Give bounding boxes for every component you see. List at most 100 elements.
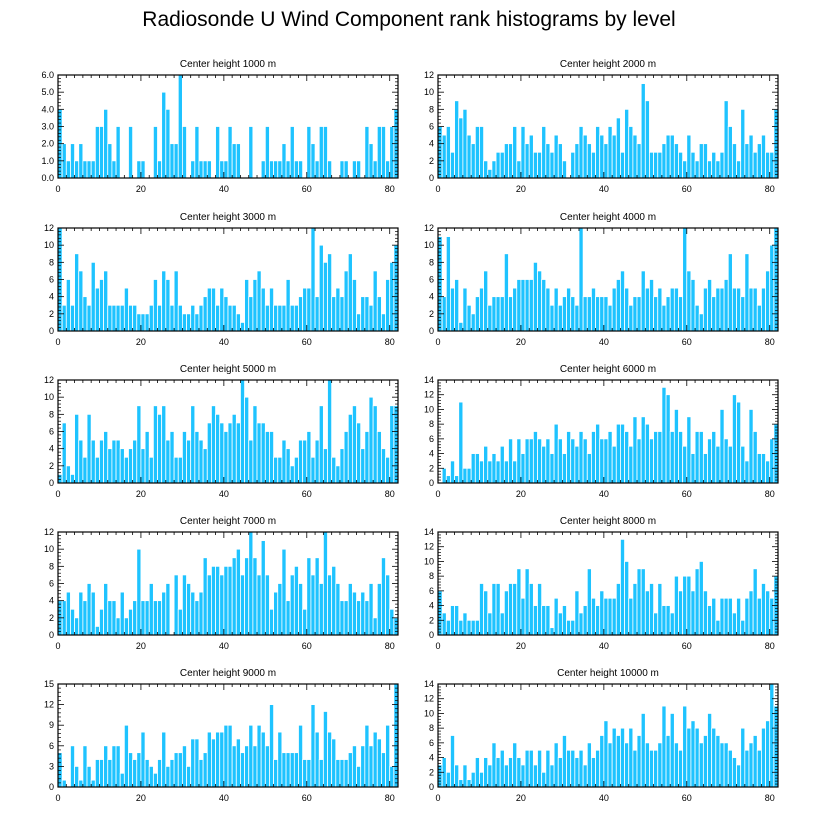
histogram-bar — [347, 752, 353, 788]
histogram-bar — [273, 304, 279, 332]
histogram-bar — [711, 727, 717, 788]
histogram-bar — [99, 439, 105, 484]
histogram-bar — [322, 448, 328, 484]
histogram-bar — [624, 431, 630, 484]
histogram-bar — [364, 600, 370, 636]
histogram-bar — [462, 764, 468, 788]
y-tick-label: 6 — [49, 275, 54, 285]
histogram-bar — [715, 160, 721, 179]
x-tick-label: 40 — [599, 641, 609, 651]
histogram-bar — [707, 160, 713, 179]
y-tick-label: 2 — [49, 461, 54, 471]
histogram-bar — [445, 619, 451, 636]
histogram-bar — [381, 313, 386, 332]
y-tick-label: 0 — [429, 326, 434, 336]
histogram-bar — [177, 608, 183, 636]
histogram-bar — [711, 431, 717, 484]
histogram-bar — [595, 296, 601, 332]
histogram-bar — [528, 583, 534, 636]
y-tick-label: 9 — [49, 720, 54, 730]
histogram-bar — [165, 108, 171, 179]
histogram-bar — [615, 423, 621, 484]
histogram-bar — [454, 100, 460, 179]
histogram-bar — [152, 405, 158, 484]
histogram-bar — [293, 304, 299, 332]
x-tick-label: 60 — [682, 641, 692, 651]
histogram-bar — [752, 568, 758, 636]
histogram-bar — [640, 270, 646, 332]
histogram-bar — [628, 126, 634, 179]
histogram-bar — [314, 731, 320, 788]
histogram-bar — [277, 160, 283, 179]
histogram-bar — [123, 456, 129, 484]
histogram-bar — [512, 742, 518, 788]
plot-frame — [437, 531, 779, 636]
histogram-bar — [470, 771, 476, 788]
histogram-bar — [376, 126, 382, 179]
histogram-bar — [636, 143, 642, 179]
histogram-bar — [107, 759, 113, 788]
histogram-bar — [499, 749, 505, 788]
histogram-bar — [368, 304, 374, 332]
histogram-bar — [445, 771, 451, 788]
panel-title: Center height 7000 m — [180, 516, 276, 527]
histogram-bar — [86, 583, 92, 636]
histogram-bar — [503, 590, 509, 636]
histogram-bar — [206, 160, 212, 179]
histogram-bar — [335, 465, 341, 484]
histogram-bar — [532, 605, 538, 636]
histogram-bar — [86, 304, 92, 332]
y-tick-label: 8 — [429, 419, 434, 429]
histogram-bar — [495, 151, 501, 179]
histogram-bar — [227, 724, 233, 788]
histogram-bar — [715, 287, 721, 332]
histogram-bar — [603, 143, 609, 179]
histogram-bar — [240, 574, 245, 636]
histogram-bar — [761, 727, 766, 788]
x-tick-label: 20 — [516, 641, 526, 651]
histogram-bar — [582, 605, 588, 636]
histogram-bar — [644, 423, 650, 484]
histogram-bar — [765, 460, 771, 484]
histogram-bar — [231, 745, 237, 788]
histogram-bar — [376, 431, 382, 484]
y-tick-label: 4 — [49, 292, 54, 302]
histogram-bar — [503, 143, 509, 179]
histogram-bar — [281, 439, 287, 484]
histogram-bar — [624, 287, 630, 332]
histogram-bar — [244, 396, 250, 484]
histogram-bar — [289, 465, 295, 484]
histogram-bar — [252, 279, 258, 332]
histogram-bar — [512, 287, 518, 332]
histogram-bar — [148, 456, 154, 484]
histogram-bar — [227, 565, 233, 636]
histogram-bar — [306, 126, 312, 179]
histogram-bar — [528, 279, 534, 332]
histogram-bar — [376, 583, 382, 636]
histogram-bar — [748, 409, 754, 484]
histogram-bar — [640, 416, 646, 484]
histogram-bar — [545, 605, 551, 636]
panel-title: Center height 1000 m — [180, 59, 276, 70]
histogram-bar — [227, 304, 233, 332]
x-tick-label: 40 — [219, 337, 229, 347]
histogram-bar — [698, 561, 704, 636]
histogram-bar — [90, 261, 96, 332]
histogram-bar — [74, 413, 80, 484]
histogram-bar — [128, 304, 134, 332]
histogram-bar — [678, 151, 684, 179]
histogram-bar — [752, 431, 758, 484]
histogram-bar — [553, 742, 559, 788]
histogram-bar — [381, 752, 386, 788]
histogram-bar — [503, 253, 509, 332]
histogram-bar — [302, 759, 308, 788]
histogram-bar — [86, 413, 92, 484]
histogram-bar — [161, 591, 167, 636]
histogram-bar — [256, 422, 262, 484]
histogram-bar — [595, 749, 601, 788]
y-tick-label: 14 — [424, 679, 434, 689]
histogram-bar — [132, 759, 138, 788]
histogram-bar — [665, 296, 671, 332]
y-tick-label: 12 — [44, 527, 54, 537]
histogram-bar — [553, 423, 559, 484]
